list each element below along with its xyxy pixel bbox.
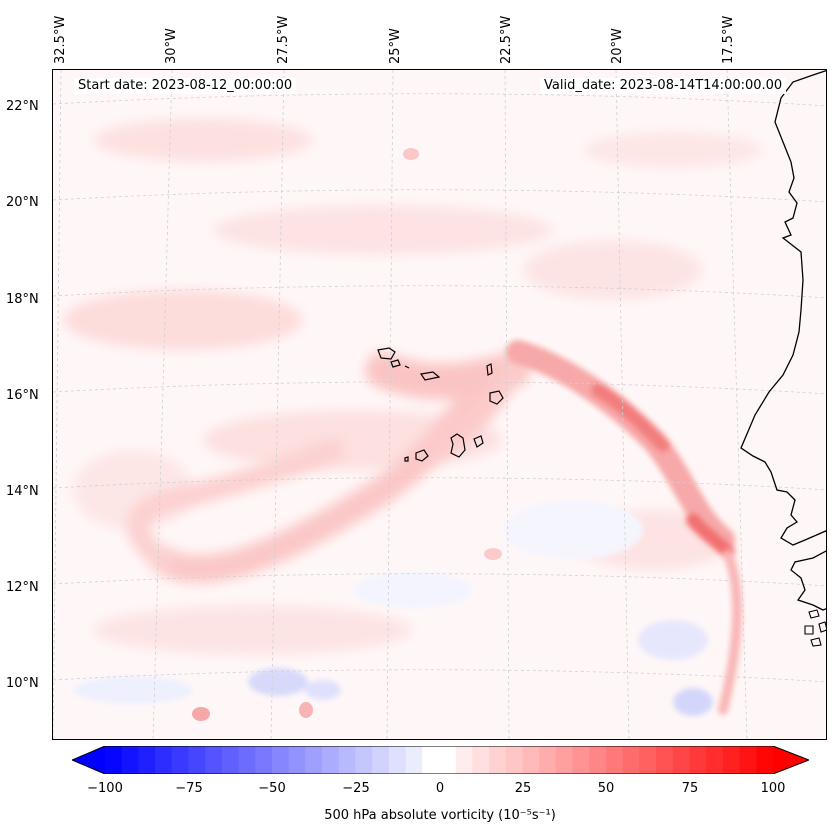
- colorbar-segment: [722, 746, 741, 774]
- lon-label-22-5w: 22.5°W: [499, 15, 514, 64]
- lat-label-10n: 10°N: [6, 676, 39, 691]
- start-date: Start date: 2023-08-12_00:00:00: [74, 78, 297, 94]
- colorbar-segment: [355, 746, 373, 774]
- colorbar-segment: [171, 746, 189, 774]
- colorbar-segment: [105, 746, 123, 774]
- colorbar-segment: [422, 746, 440, 774]
- lat-label-20n: 20°N: [6, 195, 39, 210]
- colorbar-segment: [489, 746, 507, 774]
- colorbar-segment: [455, 746, 473, 774]
- lon-label-17-5w: 17.5°W: [721, 15, 736, 64]
- colorbar-segment: [439, 746, 457, 774]
- lon-label-27-5w: 27.5°W: [276, 15, 291, 64]
- vorticity-background-field: [63, 118, 763, 655]
- colorbar-segment: [338, 746, 356, 774]
- colorbar-segment: [706, 746, 724, 774]
- colorbar-segment: [672, 746, 690, 774]
- colorbar-segment: [639, 746, 657, 774]
- lat-label-12n: 12°N: [6, 580, 39, 595]
- lat-label-14n: 14°N: [6, 484, 39, 499]
- colorbar-tick: 25: [514, 781, 532, 796]
- colorbar-tick: 50: [597, 781, 615, 796]
- colorbar-segment: [288, 746, 306, 774]
- colorbar-segment: [622, 746, 640, 774]
- colorbar-label: 500 hPa absolute vorticity (10⁻⁵s⁻¹): [324, 808, 556, 823]
- colorbar-segment: [555, 746, 574, 774]
- colorbar-tick: 100: [760, 781, 786, 796]
- colorbar-tick: 0: [435, 781, 445, 796]
- negative-vorticity-patches: [73, 500, 713, 716]
- lon-label-32-5w: 32.5°W: [53, 15, 68, 64]
- colorbar-tick: −75: [175, 781, 203, 796]
- colorbar-segment: [221, 746, 240, 774]
- colorbar-segment: [188, 746, 206, 774]
- lon-label-20w: 20°W: [610, 28, 625, 64]
- colorbar-segment: [606, 746, 624, 774]
- colorbar-tick: 75: [681, 781, 699, 796]
- colorbar: [72, 746, 809, 774]
- west-africa-coastline: [740, 70, 826, 611]
- colorbar-extend-max: [773, 746, 809, 774]
- colorbar-segment: [656, 746, 674, 774]
- colorbar-segment: [589, 746, 607, 774]
- colorbar-segment: [572, 746, 590, 774]
- vorticity-map: [53, 70, 826, 739]
- lat-label-22n: 22°N: [6, 99, 39, 114]
- colorbar-segment: [739, 746, 757, 774]
- colorbar-segment: [322, 746, 340, 774]
- vorticity-band: [127, 352, 531, 583]
- colorbar-segment: [505, 746, 523, 774]
- colorbar-segment: [272, 746, 290, 774]
- vorticity-spots: [192, 148, 502, 721]
- lat-label-18n: 18°N: [6, 292, 39, 307]
- colorbar-segment: [472, 746, 490, 774]
- colorbar-segment: [756, 746, 774, 774]
- colorbar-segment: [539, 746, 557, 774]
- colorbar-segment: [372, 746, 390, 774]
- colorbar-segment: [689, 746, 707, 774]
- colorbar-segment: [255, 746, 273, 774]
- map-panel: [52, 69, 827, 740]
- valid-date: Valid_date: 2023-08-14T14:00:00.00: [540, 78, 787, 94]
- cape-verde-islands: [377, 347, 504, 462]
- lon-label-30w: 30°W: [164, 28, 179, 64]
- bijagos-islands: [804, 609, 826, 647]
- colorbar-segment: [155, 746, 173, 774]
- colorbar-tick: −50: [258, 781, 286, 796]
- colorbar-segment: [522, 746, 540, 774]
- colorbar-segment: [388, 746, 407, 774]
- colorbar-segment: [305, 746, 323, 774]
- colorbar-segment: [205, 746, 223, 774]
- colorbar-segment: [121, 746, 139, 774]
- colorbar-segment: [405, 746, 423, 774]
- vorticity-streak: [506, 340, 743, 715]
- colorbar-tick: −100: [87, 781, 123, 796]
- colorbar-tick: −25: [342, 781, 370, 796]
- colorbar-segment: [238, 746, 256, 774]
- lon-label-25w: 25°W: [388, 28, 403, 64]
- colorbar-segment: [138, 746, 156, 774]
- lat-label-16n: 16°N: [6, 388, 39, 403]
- graticule: [53, 70, 826, 739]
- colorbar-extend-min: [72, 746, 105, 774]
